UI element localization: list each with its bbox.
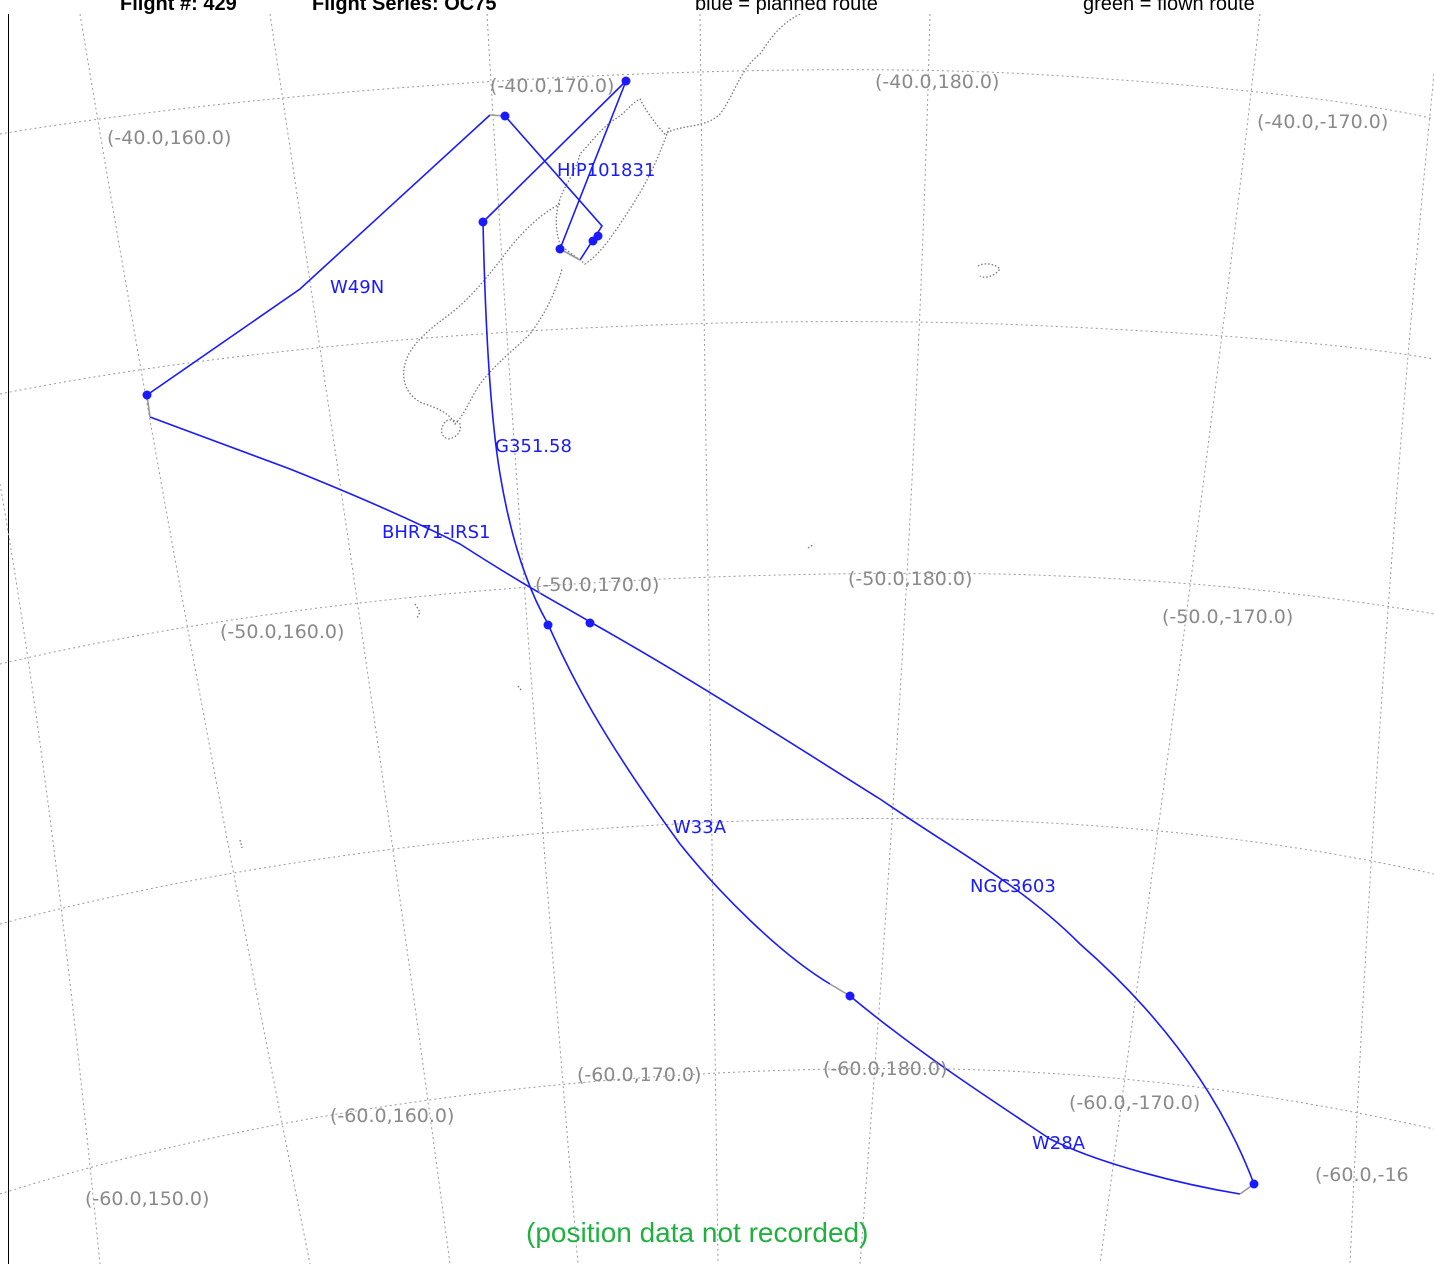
map-canvas: (-40.0,160.0) (-40.0,170.0) (-40.0,180.0… (0, 14, 1434, 1264)
meridian-line-8 (0, 483, 101, 1264)
route-leg-w28a (849, 995, 1241, 1195)
coastline-macquarie-island (239, 839, 243, 849)
planned-route-legend: blue = planned route (695, 0, 878, 14)
meridian-line-5 (859, 14, 931, 1264)
grid-label-lat-50-lon160: (-50.0,160.0) (220, 621, 344, 643)
waypoint-g351-start (478, 217, 488, 227)
grid-label-lat-60-lon-160: (-60.0,-16 (1315, 1164, 1409, 1186)
latitude-line-40 (0, 69, 1434, 135)
waypoint-auckland-3 (593, 231, 603, 241)
grid-label-lat-60-lon170: (-60.0,170.0) (577, 1064, 701, 1086)
coastline-bounty-islands (807, 543, 815, 549)
grid-label-lat-60-lon-170: (-60.0,-170.0) (1069, 1092, 1200, 1114)
target-label-w33a: W33A (673, 817, 727, 838)
grid-label-lat-60-lon160: (-60.0,160.0) (330, 1105, 454, 1127)
grid-label-lat-50-lon-170: (-50.0,-170.0) (1162, 606, 1293, 628)
target-label-w49n: W49N (330, 277, 384, 298)
position-data-note: (position data not recorded) (526, 1217, 868, 1248)
flight-series-label: Flight Series: OC75 (312, 0, 497, 14)
target-label-hip101831: HIP101831 (557, 160, 655, 181)
target-label-ngc3603: NGC3603 (970, 876, 1056, 897)
grid-label-lat-40-lon-170: (-40.0,-170.0) (1257, 111, 1388, 133)
latitude-line-60 (0, 1068, 1434, 1195)
meridian-line-1 (79, 14, 311, 1264)
meridian-line-6 (1099, 14, 1261, 1264)
target-label-w28a: W28A (1032, 1133, 1086, 1154)
target-label-g351-58: G351.58 (495, 436, 572, 457)
latitude-gridlines (0, 69, 1434, 1195)
coastline-auckland-islands (414, 603, 421, 619)
waypoint-w49n (142, 390, 152, 400)
waypoint-north (500, 111, 510, 121)
route-leg-hip101831-return (504, 115, 604, 261)
coastline-chatham-islands (977, 263, 1001, 278)
route-leg-w33a (547, 623, 831, 985)
latitude-line-55 (0, 817, 1434, 925)
waypoint-ngc3603-end (585, 618, 595, 628)
target-label-bhr71-irs1: BHR71-IRS1 (382, 522, 490, 543)
flown-route-legend: green = flown route (1083, 0, 1255, 14)
waypoint-w33a-end (845, 991, 855, 1001)
meridian-line-7 (1349, 73, 1434, 1264)
grid-label-lat-40-lon170: (-40.0,170.0) (490, 75, 614, 97)
coastline-stewart-island (440, 419, 462, 440)
route-leg-w49n (146, 114, 491, 396)
meridian-line-4 (699, 14, 719, 1264)
latitude-line-45 (0, 321, 1434, 395)
flight-map: (-40.0,160.0) (-40.0,170.0) (-40.0,180.0… (0, 14, 1434, 1264)
route-leg-bhr71 (149, 416, 593, 624)
meridian-line-3 (486, 14, 579, 1264)
flight-number-label: Flight #: 429 (120, 0, 237, 14)
grid-label-lat-40-lon180: (-40.0,180.0) (875, 71, 999, 93)
coastline (239, 14, 1001, 849)
coastline-campbell-island (517, 685, 522, 691)
grid-label-lat-60-lon180: (-60.0,180.0) (823, 1058, 947, 1080)
grid-label-lat-50-lon180: (-50.0,180.0) (848, 568, 972, 590)
grid-label-lat-60-lon150: (-60.0,150.0) (85, 1188, 209, 1210)
map-frame-left-border (8, 14, 1434, 1264)
waypoint-auckland-1 (555, 244, 565, 254)
grid-label-lat-50-lon170: (-50.0,170.0) (535, 574, 659, 596)
route-leg-ngc3603 (591, 622, 1255, 1185)
planned-route (146, 80, 1255, 1195)
map-header: Flight #: 429 Flight Series: OC75 blue =… (0, 0, 1434, 14)
waypoint-top (621, 76, 631, 86)
waypoint-g351-end (543, 620, 553, 630)
waypoint-w28a-end (1249, 1179, 1259, 1189)
route-leg-g351 (482, 221, 549, 625)
longitude-gridlines (0, 14, 1434, 1264)
grid-label-lat-40-lon160: (-40.0,160.0) (107, 127, 231, 149)
coastline-north-island (555, 14, 801, 265)
waypoints (142, 76, 1259, 1189)
